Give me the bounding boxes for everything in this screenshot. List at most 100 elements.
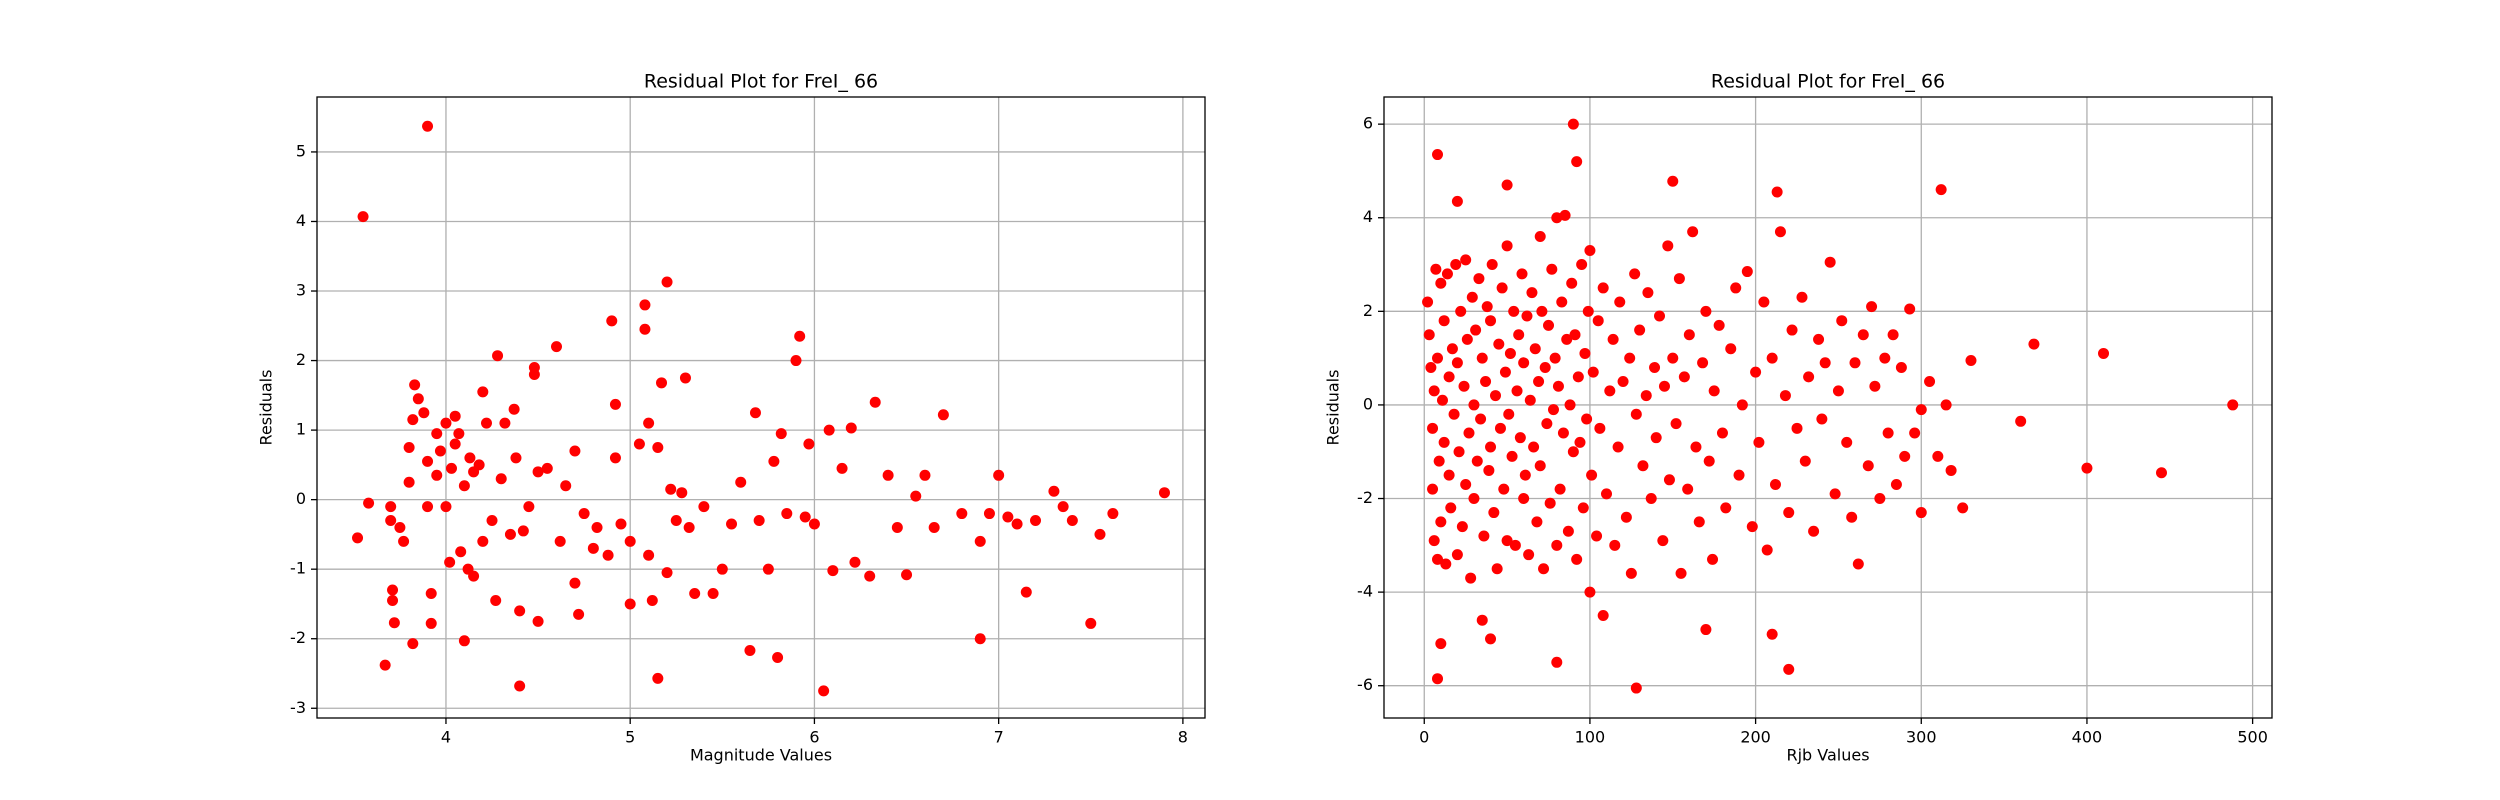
point (1476, 614, 1488, 626)
point (1879, 352, 1891, 364)
point (1539, 361, 1551, 373)
point (1448, 408, 1460, 420)
point (1544, 497, 1556, 509)
point (799, 511, 811, 523)
point (643, 549, 655, 561)
point (753, 515, 765, 527)
point (1582, 305, 1594, 317)
point (1624, 352, 1636, 364)
point (407, 414, 419, 426)
point (1456, 521, 1468, 533)
point (661, 276, 673, 288)
point (1586, 469, 1598, 481)
point (1463, 427, 1475, 439)
point (1700, 624, 1712, 636)
y-tick-label: 6 (1363, 114, 1373, 133)
point (1658, 380, 1670, 392)
point (1725, 343, 1737, 355)
point (532, 466, 544, 478)
point (1654, 310, 1666, 322)
point (689, 588, 701, 600)
point (1011, 518, 1023, 530)
point (1486, 259, 1498, 271)
point (1460, 478, 1472, 490)
point (1813, 333, 1825, 345)
point (974, 633, 986, 645)
point (398, 535, 410, 547)
point (1526, 287, 1538, 299)
point (1480, 376, 1492, 388)
y-tick-label: 0 (296, 489, 306, 508)
point (1002, 511, 1014, 523)
point (1528, 441, 1540, 453)
point (1450, 259, 1462, 271)
point (1432, 352, 1444, 364)
point (1597, 282, 1609, 294)
point (449, 410, 461, 422)
y-tick-label: -3 (290, 698, 306, 717)
point (1584, 586, 1596, 598)
point (1642, 287, 1654, 299)
point (928, 521, 940, 533)
point (1506, 450, 1518, 462)
point (1569, 329, 1581, 341)
point (1629, 268, 1641, 280)
point (609, 398, 621, 410)
point (1107, 508, 1119, 520)
point (1609, 539, 1621, 551)
point (1799, 455, 1811, 467)
point (1836, 315, 1848, 327)
point (1471, 455, 1483, 467)
point (591, 521, 603, 533)
point (1451, 195, 1463, 207)
point (1475, 413, 1487, 425)
point (762, 563, 774, 575)
point (1869, 380, 1881, 392)
point (1499, 366, 1511, 378)
point (652, 441, 664, 453)
y-tick-label: 4 (296, 211, 306, 230)
point (1846, 511, 1858, 523)
point (1779, 390, 1791, 402)
point (1446, 343, 1458, 355)
y-axis-label: Residuals (1324, 370, 1343, 446)
point (1511, 385, 1523, 397)
point (1594, 422, 1606, 434)
point (1493, 338, 1505, 350)
point (1534, 460, 1546, 472)
point (422, 455, 434, 467)
x-tick-label: 100 (1575, 728, 1606, 747)
point (1485, 633, 1497, 645)
point (1538, 563, 1550, 575)
point (1496, 282, 1508, 294)
point (633, 438, 645, 450)
point (836, 462, 848, 474)
chart-title: Residual Plot for FreI_ 66 (644, 71, 878, 93)
point (1488, 507, 1500, 519)
point (1433, 455, 1445, 467)
point (1460, 254, 1472, 266)
point (1435, 277, 1447, 289)
point (409, 379, 421, 391)
point (1571, 156, 1583, 168)
point (2227, 399, 2239, 411)
point (1667, 175, 1679, 187)
y-tick-label: 4 (1363, 207, 1373, 226)
chart-title: Residual Plot for FreI_ 66 (1711, 71, 1945, 93)
point (1529, 343, 1541, 355)
point (528, 362, 540, 374)
point (683, 521, 695, 533)
point (1678, 371, 1690, 383)
point (775, 428, 787, 440)
point (1443, 371, 1455, 383)
point (1523, 549, 1535, 561)
point (1766, 352, 1778, 364)
x-tick-label: 200 (1740, 728, 1771, 747)
point (869, 396, 881, 408)
point (440, 501, 452, 513)
point (1741, 266, 1753, 278)
point (602, 549, 614, 561)
point (882, 469, 894, 481)
point (1819, 357, 1831, 369)
